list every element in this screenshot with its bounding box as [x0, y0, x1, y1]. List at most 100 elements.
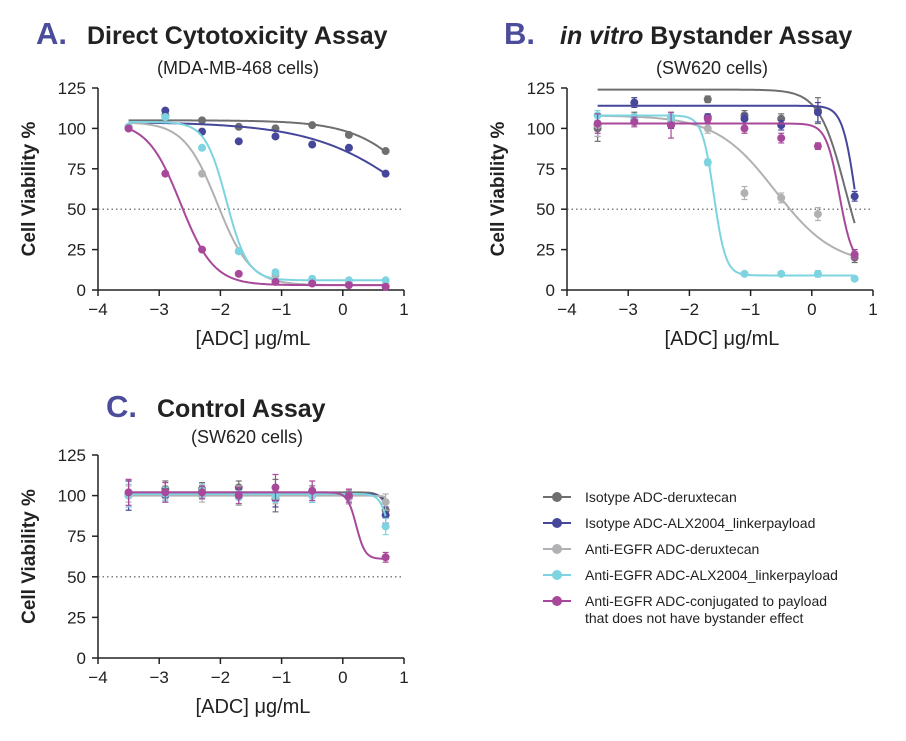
- data-point: [813, 210, 822, 219]
- data-point: [234, 491, 243, 500]
- data-point: [344, 143, 353, 152]
- panel-subtitle: (SW620 cells): [656, 58, 768, 78]
- data-point: [161, 488, 170, 497]
- data-point: [271, 277, 280, 286]
- series-egfr_nobystander: [124, 473, 390, 563]
- data-point: [161, 113, 170, 122]
- y-tick-label: 100: [527, 119, 555, 138]
- data-point: [740, 124, 749, 133]
- panel-letter: B.: [504, 16, 535, 51]
- data-point: [630, 117, 639, 126]
- data-point: [308, 121, 317, 130]
- fit-curve: [597, 88, 856, 224]
- panel-title: Direct Cytotoxicity Assay: [87, 22, 388, 50]
- x-tick-label: −3: [619, 300, 638, 319]
- legend-swatch-marker: [552, 544, 562, 554]
- fit-curve: [597, 114, 855, 258]
- legend-label: Isotype ADC-ALX2004_linkerpayload: [585, 515, 815, 531]
- data-point: [234, 247, 243, 256]
- legend-item-egfr_alx: Anti-EGFR ADC-ALX2004_linkerpayload: [543, 567, 838, 583]
- data-point: [381, 276, 390, 285]
- x-tick-label: −4: [88, 668, 107, 687]
- y-tick-label: 50: [536, 200, 555, 219]
- x-tick-label: 0: [338, 300, 347, 319]
- legend: Isotype ADC-deruxtecan Isotype ADC-ALX200…: [543, 489, 838, 626]
- data-point: [850, 274, 859, 283]
- legend-item-egfr_nobystander: Anti-EGFR ADC-conjugated to payloadthat …: [543, 593, 827, 626]
- y-tick-label: 50: [67, 568, 86, 587]
- data-point: [124, 124, 133, 133]
- data-point: [381, 522, 390, 531]
- x-tick-label: 0: [807, 300, 816, 319]
- series-egfr_dxd: [124, 113, 390, 290]
- y-tick-label: 0: [77, 281, 86, 300]
- legend-swatch-marker: [552, 570, 562, 580]
- data-point: [381, 282, 390, 291]
- x-tick-label: −3: [150, 668, 169, 687]
- x-tick-label: 1: [399, 668, 408, 687]
- y-tick-label: 75: [67, 527, 86, 546]
- x-axis-title: [ADC] μg/mL: [196, 328, 311, 350]
- data-point: [344, 491, 353, 500]
- y-tick-label: 75: [67, 160, 86, 179]
- y-axis-title: Cell Viability %: [19, 121, 40, 256]
- x-tick-label: 0: [338, 668, 347, 687]
- data-point: [381, 553, 390, 562]
- data-point: [740, 269, 749, 278]
- series-egfr_nobystander: [124, 124, 390, 291]
- chart-panel-c: C. Control Assay (SW620 cells) 0 25 50 75 100 12…: [19, 389, 409, 718]
- x-tick-label: −4: [557, 300, 576, 319]
- data-point: [271, 268, 280, 277]
- series-egfr_dxd: [593, 111, 859, 260]
- x-tick-label: −3: [150, 300, 169, 319]
- data-point: [271, 132, 280, 141]
- y-tick-label: 75: [536, 160, 555, 179]
- y-tick-label: 25: [536, 241, 555, 260]
- data-point: [381, 498, 390, 507]
- data-point: [234, 269, 243, 278]
- x-tick-label: −2: [211, 668, 230, 687]
- data-point: [198, 143, 207, 152]
- fit-curve: [128, 127, 386, 287]
- legend-label: Anti-EGFR ADC-deruxtecan: [585, 541, 759, 557]
- data-point: [813, 142, 822, 151]
- y-tick-label: 0: [546, 281, 555, 300]
- data-point: [381, 147, 390, 156]
- data-point: [813, 108, 822, 117]
- data-point: [777, 121, 786, 130]
- legend-swatch-marker: [552, 596, 562, 606]
- panel-title: in vitro Bystander Assay: [560, 22, 852, 50]
- chart-panel-b: B. in vitro Bystander Assay (SW620 cells) 0…: [488, 16, 878, 350]
- x-tick-label: −1: [741, 300, 760, 319]
- y-tick-label: 125: [527, 79, 555, 98]
- data-point: [813, 269, 822, 278]
- data-point: [740, 114, 749, 123]
- y-tick-label: 125: [58, 79, 86, 98]
- data-point: [381, 169, 390, 178]
- data-point: [308, 279, 317, 288]
- legend-label: Isotype ADC-deruxtecan: [585, 489, 737, 505]
- x-tick-label: −2: [211, 300, 230, 319]
- x-tick-label: −1: [272, 668, 291, 687]
- fit-curve: [128, 492, 387, 517]
- data-point: [271, 483, 280, 492]
- panel-subtitle: (MDA-MB-468 cells): [157, 58, 319, 78]
- data-point: [124, 488, 133, 497]
- data-point: [308, 140, 317, 149]
- data-point: [703, 114, 712, 123]
- data-point: [703, 95, 712, 104]
- data-point: [630, 98, 639, 107]
- x-axis-title: [ADC] μg/mL: [665, 328, 780, 350]
- data-point: [234, 137, 243, 146]
- data-point: [198, 116, 207, 125]
- legend-label: Anti-EGFR ADC-conjugated to payload: [585, 593, 827, 609]
- x-tick-label: 1: [868, 300, 877, 319]
- data-point: [161, 169, 170, 178]
- panel-subtitle: (SW620 cells): [191, 427, 303, 447]
- y-tick-label: 25: [67, 241, 86, 260]
- x-tick-label: 1: [399, 300, 408, 319]
- legend-swatch-marker: [552, 518, 562, 528]
- data-point: [850, 192, 859, 201]
- legend-item-isotype_alx: Isotype ADC-ALX2004_linkerpayload: [543, 515, 815, 531]
